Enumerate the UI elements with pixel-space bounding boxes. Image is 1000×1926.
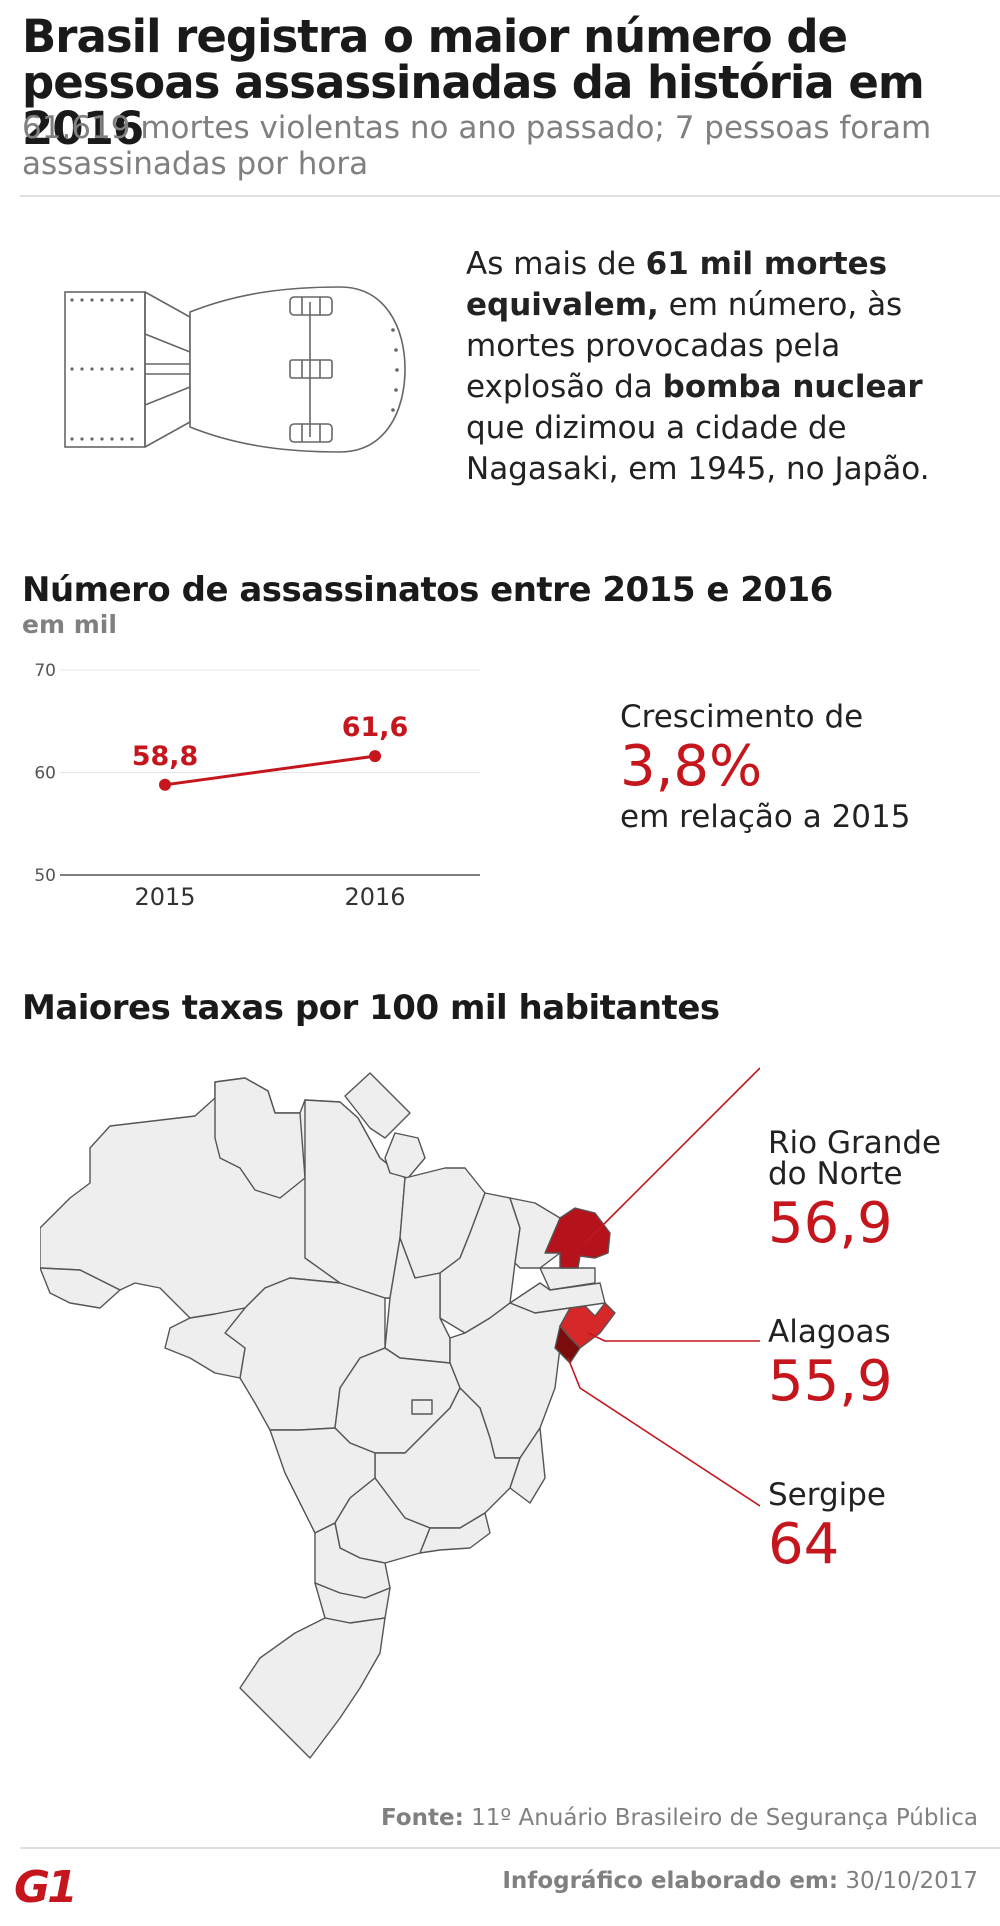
bomb-text-part: em número, às mortes provocadas pela exp… [466,287,903,405]
state-callout-rn: Rio Grande do Norte 56,9 [768,1128,941,1254]
state-name: Sergipe [768,1477,886,1513]
data-label: 58,8 [132,741,199,772]
leader-line-se [567,1357,760,1507]
state-rio-grande-do-norte [544,1207,611,1269]
credit-note: Infográfico elaborado em: 30/10/2017 [502,1868,978,1894]
bomb-text-highlight: bomba nuclear [662,369,923,405]
bomb-text-highlight: 61 mil mortes equivalem, [466,246,888,323]
growth-label: Crescimento de [620,699,864,735]
growth-comparison: em relação a 2015 [620,799,911,835]
state-rate: 56,9 [768,1191,893,1256]
federal-district [411,1399,433,1415]
bomb-comparison-text: As mais de 61 mil mortes equivalem, em n… [466,244,976,490]
source-text: 11º Anuário Brasileiro de Segurança Públ… [463,1805,978,1831]
map-state [419,1512,491,1554]
x-tick-label: 2016 [344,883,405,911]
divider [20,195,1000,197]
bomb-text-part: As mais de [466,246,646,282]
state-rate: 64 [768,1512,840,1577]
page-title: Brasil registra o maior número de pessoa… [22,10,925,155]
source-note: Fonte: 11º Anuário Brasileiro de Seguran… [381,1805,978,1831]
brazil-map [40,1067,760,1759]
growth-value: 3,8% [620,734,763,799]
map-title: Maiores taxas por 100 mil habitantes [22,988,720,1028]
data-point [369,750,381,763]
map-state [344,1072,411,1139]
bomb-text-part: que dizimou a cidade de Nagasaki, em 194… [466,410,930,487]
growth-callout: Crescimento de 3,8% em relação a 2015 [620,697,990,837]
state-rate: 55,9 [768,1349,893,1414]
map-state [509,1427,546,1504]
state-name: do Norte [768,1156,903,1192]
y-tick-label: 60 [34,764,56,784]
chart-unit-label: em mil [22,610,117,639]
map-state [40,1267,121,1309]
map-state [214,1077,306,1199]
state-name: Alagoas [768,1314,891,1350]
data-label: 61,6 [342,712,409,743]
credit-label: Infográfico elaborado em: [502,1868,839,1894]
credit-date: 30/10/2017 [838,1868,978,1894]
chart-title: Número de assassinatos entre 2015 e 2016 [22,570,833,610]
nuclear-bomb-icon [64,286,406,453]
data-point [159,778,171,791]
divider [20,1847,1000,1849]
source-label: Fonte: [381,1805,464,1831]
state-sergipe [554,1325,581,1364]
state-callout-al: Alagoas 55,9 [768,1317,893,1412]
y-tick-label: 50 [34,866,56,886]
series-line [164,754,376,787]
map-state [164,1307,246,1379]
state-name: Rio Grande [768,1125,942,1161]
g1-logo: G1 [14,1862,78,1913]
page-subtitle: 61.619 mortes violentas no ano passado; … [22,110,932,182]
y-tick-label: 70 [34,661,56,681]
homicides-line-chart: 50 60 70 2015 2016 58,8 61,6 [34,661,480,911]
state-callout-se: Sergipe 64 [768,1480,886,1575]
leader-line-al [587,1332,760,1342]
map-state [239,1617,386,1759]
x-tick-label: 2015 [134,883,195,911]
map-state [384,1132,426,1179]
leader-line-rn [584,1067,760,1244]
